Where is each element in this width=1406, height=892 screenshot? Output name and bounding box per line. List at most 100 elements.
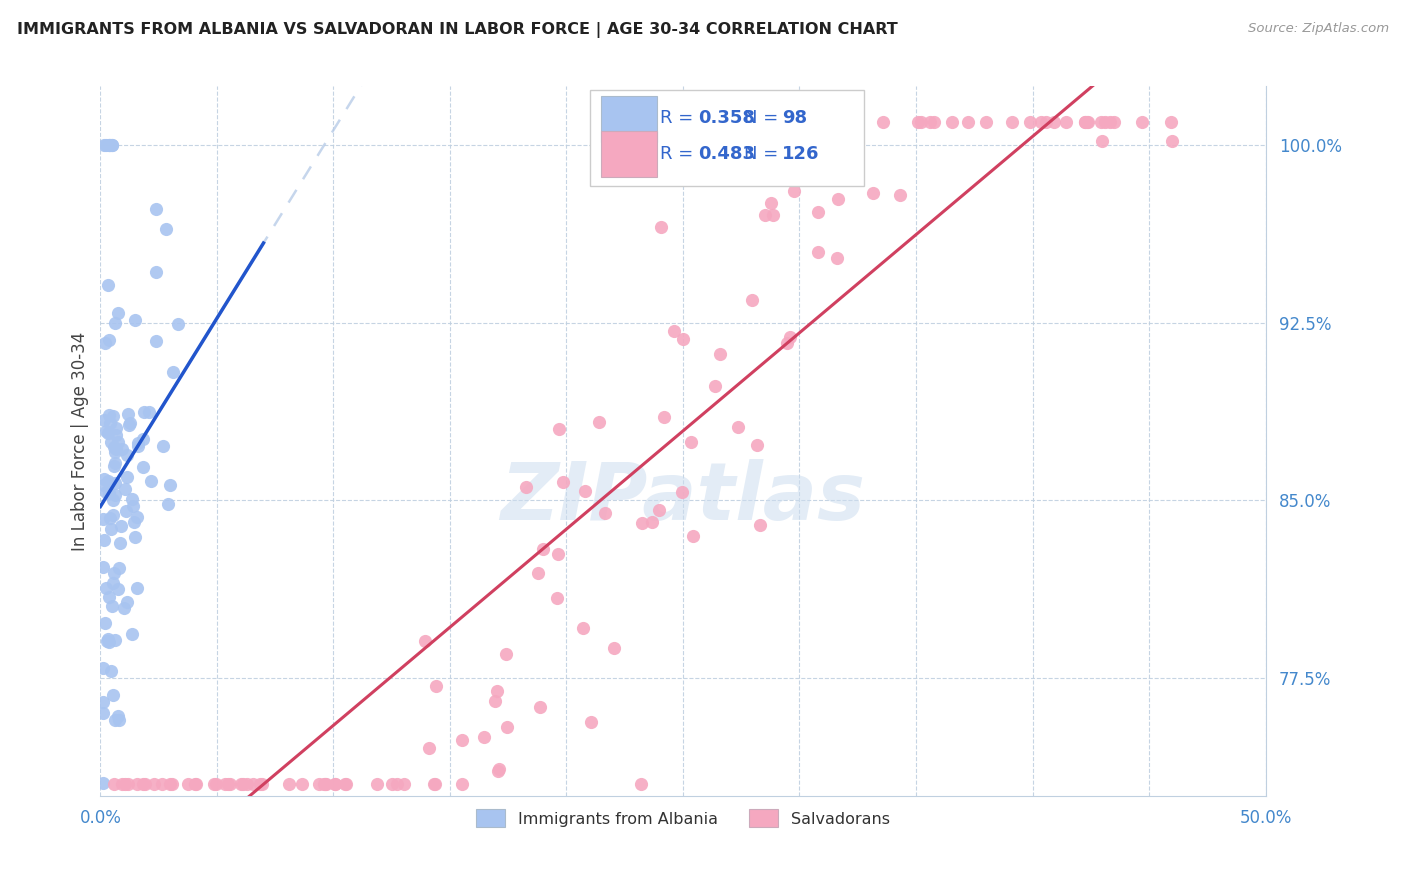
- Point: [214, 777, 236, 791]
- Point: [1161, 134, 1184, 148]
- Legend: Immigrants from Albania, Salvadorans: Immigrants from Albania, Salvadorans: [470, 803, 897, 834]
- Point: [186, 777, 208, 791]
- Point: [366, 777, 388, 791]
- Point: [1090, 115, 1112, 129]
- FancyBboxPatch shape: [602, 131, 658, 178]
- Text: R =: R =: [659, 145, 699, 162]
- Point: [918, 115, 941, 129]
- Text: 0.358: 0.358: [699, 110, 755, 128]
- Point: [107, 709, 129, 723]
- Point: [662, 325, 685, 339]
- Point: [630, 777, 652, 791]
- Point: [889, 188, 911, 202]
- Point: [112, 601, 135, 615]
- Point: [104, 632, 127, 647]
- Point: [91, 511, 114, 525]
- Point: [762, 208, 785, 222]
- Point: [315, 777, 337, 791]
- Point: [111, 442, 134, 456]
- Point: [93, 138, 115, 153]
- Point: [236, 777, 259, 791]
- Point: [94, 582, 117, 596]
- Point: [132, 777, 155, 791]
- Point: [547, 422, 569, 436]
- Text: N =: N =: [744, 145, 783, 162]
- Y-axis label: In Labor Force | Age 30-34: In Labor Force | Age 30-34: [72, 332, 89, 550]
- Point: [103, 492, 125, 507]
- Point: [104, 713, 127, 727]
- Point: [115, 503, 138, 517]
- Point: [101, 508, 124, 522]
- Point: [593, 506, 616, 520]
- Point: [250, 777, 273, 791]
- Point: [108, 561, 131, 575]
- Point: [155, 222, 177, 236]
- Text: N =: N =: [744, 110, 783, 128]
- Point: [132, 460, 155, 475]
- Point: [603, 641, 626, 656]
- Point: [735, 169, 758, 183]
- Point: [486, 764, 509, 778]
- Point: [110, 519, 132, 533]
- Point: [121, 491, 143, 506]
- Point: [1035, 115, 1057, 129]
- Point: [709, 347, 731, 361]
- Point: [107, 582, 129, 596]
- Point: [547, 547, 569, 561]
- Point: [515, 480, 537, 494]
- Point: [134, 404, 156, 418]
- Point: [385, 777, 408, 791]
- Point: [450, 777, 472, 791]
- Text: 126: 126: [782, 145, 820, 162]
- Point: [529, 699, 551, 714]
- Text: R =: R =: [659, 110, 699, 128]
- Point: [124, 312, 146, 326]
- Point: [104, 488, 127, 502]
- Point: [759, 196, 782, 211]
- Point: [484, 694, 506, 708]
- Point: [104, 445, 127, 459]
- Point: [1074, 115, 1097, 129]
- Point: [93, 533, 115, 547]
- Point: [91, 560, 114, 574]
- Point: [217, 777, 239, 791]
- Point: [124, 530, 146, 544]
- Point: [162, 777, 184, 791]
- Point: [101, 138, 124, 153]
- Point: [94, 615, 117, 630]
- Point: [97, 277, 120, 292]
- Point: [127, 436, 149, 450]
- Text: Source: ZipAtlas.com: Source: ZipAtlas.com: [1249, 22, 1389, 36]
- Point: [184, 777, 207, 791]
- Point: [202, 777, 225, 791]
- Point: [671, 485, 693, 500]
- Point: [159, 777, 181, 791]
- Point: [335, 777, 357, 791]
- Point: [782, 184, 804, 198]
- Point: [91, 478, 114, 492]
- Point: [96, 485, 118, 500]
- Point: [392, 777, 415, 791]
- Point: [108, 713, 131, 727]
- Point: [98, 333, 121, 347]
- Point: [249, 777, 271, 791]
- Point: [91, 695, 114, 709]
- Point: [145, 265, 167, 279]
- Point: [1054, 115, 1077, 129]
- Point: [100, 435, 122, 450]
- Point: [156, 497, 179, 511]
- Point: [1102, 115, 1125, 129]
- Point: [418, 741, 440, 756]
- Point: [134, 777, 156, 791]
- Point: [105, 442, 128, 457]
- Point: [526, 566, 548, 580]
- Point: [101, 576, 124, 591]
- Point: [650, 219, 672, 234]
- Point: [204, 777, 226, 791]
- Point: [103, 566, 125, 580]
- Point: [574, 483, 596, 498]
- Point: [103, 440, 125, 454]
- Point: [101, 409, 124, 423]
- FancyBboxPatch shape: [589, 90, 863, 186]
- Point: [229, 777, 252, 791]
